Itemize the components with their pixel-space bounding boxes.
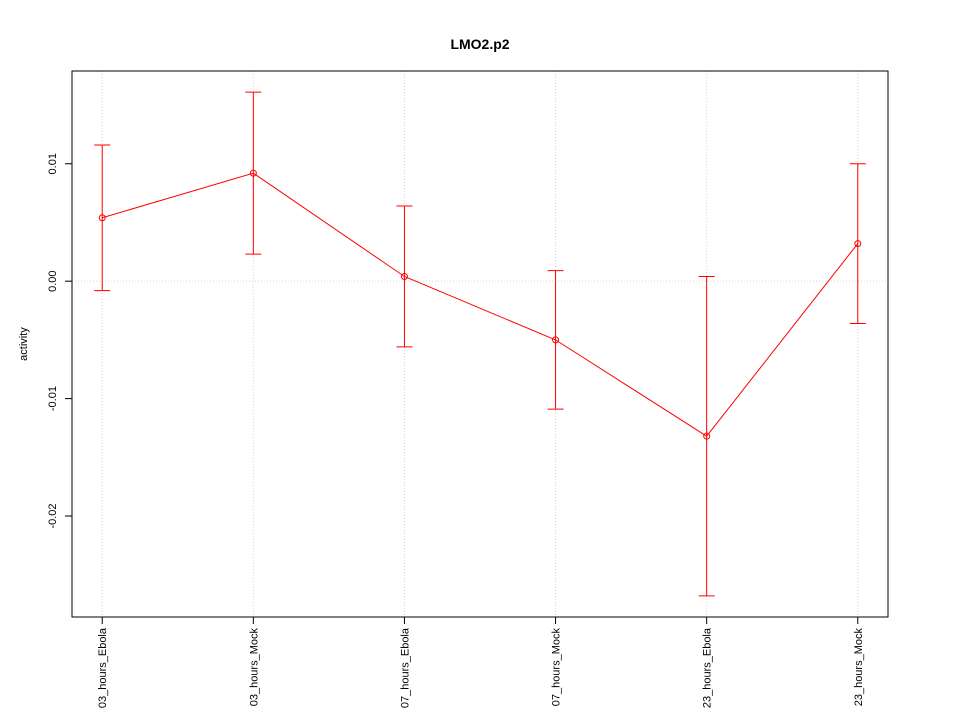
point bbox=[552, 336, 560, 344]
x-tick-label: 03_hours_Ebola bbox=[97, 627, 109, 708]
error-bar bbox=[396, 205, 413, 348]
plot-frame bbox=[71, 70, 889, 618]
error-bar bbox=[94, 144, 111, 292]
series-line bbox=[102, 172, 859, 437]
point bbox=[703, 432, 711, 440]
x-tick-label: 07_hours_Ebola bbox=[399, 627, 411, 708]
error-bar bbox=[245, 91, 262, 255]
x-tick-label: 03_hours_Mock bbox=[248, 628, 260, 707]
error-bar bbox=[698, 275, 715, 597]
point bbox=[98, 214, 106, 222]
error-bar bbox=[849, 163, 866, 324]
y-tick-label: -0.01 bbox=[47, 386, 59, 411]
point bbox=[249, 169, 257, 177]
x-tick-label: 07_hours_Mock bbox=[551, 628, 563, 707]
point bbox=[400, 272, 408, 280]
error-bar bbox=[547, 270, 564, 410]
y-tick-label: 0.01 bbox=[47, 153, 59, 174]
x-tick-label: 23_hours_Ebola bbox=[702, 627, 714, 708]
y-tick-label: -0.02 bbox=[47, 503, 59, 528]
y-tick-label: 0.00 bbox=[47, 270, 59, 291]
x-tick-label: 23_hours_Mock bbox=[853, 628, 865, 707]
point bbox=[854, 240, 862, 248]
y-axis-label: activity bbox=[18, 327, 30, 361]
chart-title: LMO2.p2 bbox=[450, 36, 509, 52]
